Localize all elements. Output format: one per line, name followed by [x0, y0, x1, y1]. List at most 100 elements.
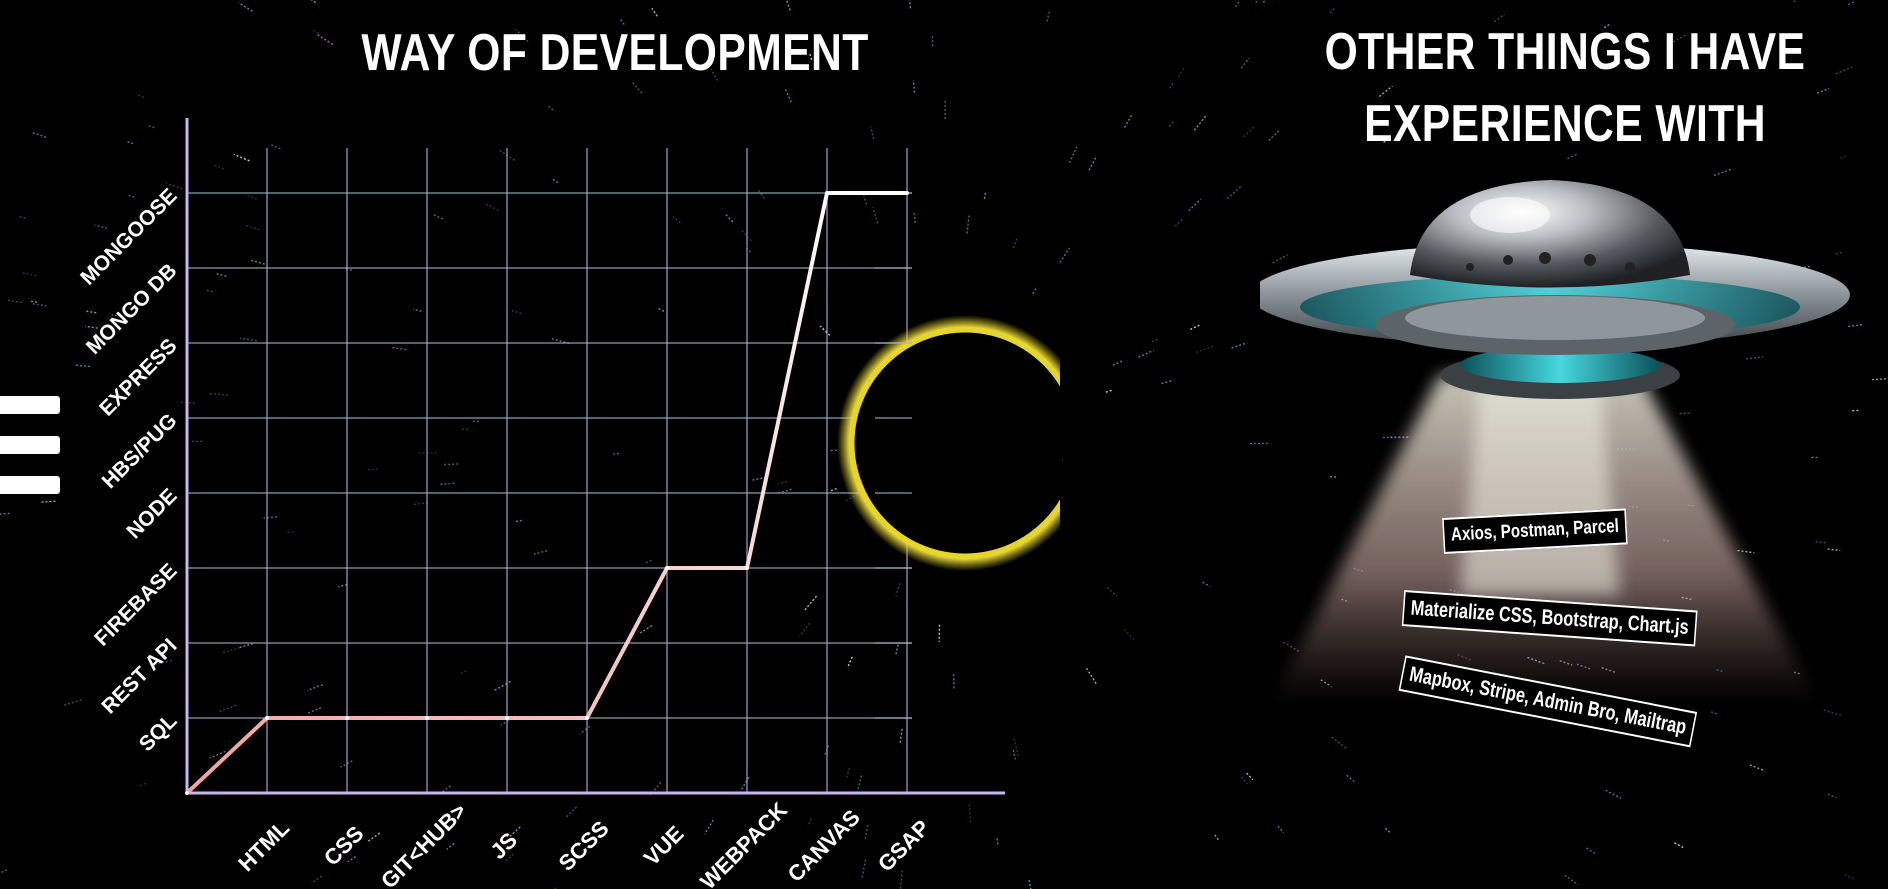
star-streak: [644, 559, 652, 564]
star-streak: [808, 52, 813, 60]
chart-line-layer: [185, 191, 909, 795]
star-streak: [1839, 154, 1848, 159]
star-streak: [1193, 115, 1207, 131]
star-streak: [222, 646, 241, 654]
star-streak: [657, 307, 665, 312]
star-streak: [550, 337, 570, 345]
star-streak: [1277, 825, 1285, 834]
star-streak: [420, 839, 430, 848]
star-streak: [1848, 323, 1865, 328]
star-streak: [0, 512, 10, 515]
hamburger-menu-icon[interactable]: [0, 396, 60, 494]
star-streak: [861, 859, 867, 878]
star-streak: [285, 531, 294, 534]
star-streak: [312, 28, 319, 34]
star-streak: [1835, 66, 1853, 75]
star-streak: [1586, 847, 1597, 855]
star-streak: [390, 346, 407, 351]
star-streak: [483, 202, 499, 212]
star-streak: [1346, 774, 1356, 783]
chart-point-5: [585, 716, 589, 720]
star-streak: [446, 842, 455, 850]
star-streak: [1068, 146, 1078, 164]
star-streak: [1262, 0, 1267, 3]
star-streak: [1138, 349, 1154, 358]
star-streak: [17, 215, 26, 219]
star-streak: [1749, 764, 1766, 772]
x-label-7: CANVAS: [783, 805, 865, 887]
star-streak: [1331, 736, 1348, 750]
star-streak: [432, 213, 444, 220]
star-streak: [1835, 251, 1844, 255]
star-streak: [1329, 6, 1336, 14]
chart-point-9: [905, 191, 909, 195]
star-streak: [1088, 155, 1098, 171]
star-streak: [244, 224, 260, 231]
star-streak: [1710, 711, 1718, 715]
star-streak: [21, 272, 37, 277]
star-streak: [1123, 628, 1135, 641]
star-streak: [238, 2, 253, 12]
star-streak: [1848, 0, 1856, 6]
star-streak: [233, 153, 250, 162]
y-label-4: HBS/PUG: [98, 409, 182, 493]
x-label-0: HTML: [233, 815, 294, 876]
star-streak: [1567, 153, 1578, 160]
star-streak: [1240, 57, 1250, 69]
star-streak: [1174, 217, 1185, 227]
star-streak: [1188, 198, 1202, 212]
star-streak: [1844, 873, 1854, 880]
star-streak: [799, 622, 811, 637]
star-streak: [1815, 540, 1827, 544]
star-streak: [1674, 842, 1685, 849]
star-streak: [39, 500, 56, 503]
other-things-title-line2: EXPERIENCE WITH: [1364, 95, 1766, 153]
star-streak: [895, 644, 899, 655]
star-streak: [1384, 827, 1391, 834]
star-streak: [1231, 342, 1248, 349]
star-streak: [1383, 137, 1391, 143]
eclipse-decoration: [837, 315, 1060, 571]
star-streak: [126, 194, 135, 198]
star-streak: [1112, 360, 1123, 366]
star-streak: [438, 482, 455, 486]
chart-point-1: [265, 716, 269, 720]
star-streak: [413, 502, 429, 506]
way-of-development-title: WAY OF DEVELOPMENT: [361, 24, 869, 82]
star-streak: [1196, 345, 1214, 354]
star-streak: [1255, 0, 1259, 4]
star-streak: [271, 144, 281, 150]
star-streak: [306, 683, 323, 692]
star-streak: [1105, 389, 1114, 393]
star-streak: [751, 477, 763, 481]
star-streak: [1059, 247, 1070, 263]
star-streak: [1012, 749, 1017, 760]
star-streak: [968, 804, 972, 824]
x-label-4: SCSS: [554, 816, 614, 876]
chart-point-4: [505, 716, 509, 720]
star-streak: [1713, 168, 1733, 177]
star-streak: [1169, 81, 1175, 89]
star-streak: [864, 825, 869, 841]
star-streak: [1564, 874, 1579, 886]
star-streak: [899, 870, 903, 889]
star-streak: [1243, 125, 1256, 138]
star-streak: [725, 213, 734, 223]
chart-point-3: [425, 716, 429, 720]
star-streak: [1246, 772, 1254, 781]
star-streak: [511, 309, 522, 315]
star-streak: [872, 207, 879, 224]
star-streak: [316, 33, 334, 46]
star-streak: [631, 80, 643, 94]
star-streak: [1123, 113, 1133, 128]
star-streak: [85, 310, 97, 314]
star-streak: [983, 191, 987, 199]
star-streak: [1793, 0, 1799, 3]
star-streak: [1169, 121, 1174, 128]
star-streak: [807, 818, 812, 827]
star-streak: [1823, 709, 1843, 717]
star-streak: [209, 750, 226, 759]
star-streak: [250, 259, 265, 265]
